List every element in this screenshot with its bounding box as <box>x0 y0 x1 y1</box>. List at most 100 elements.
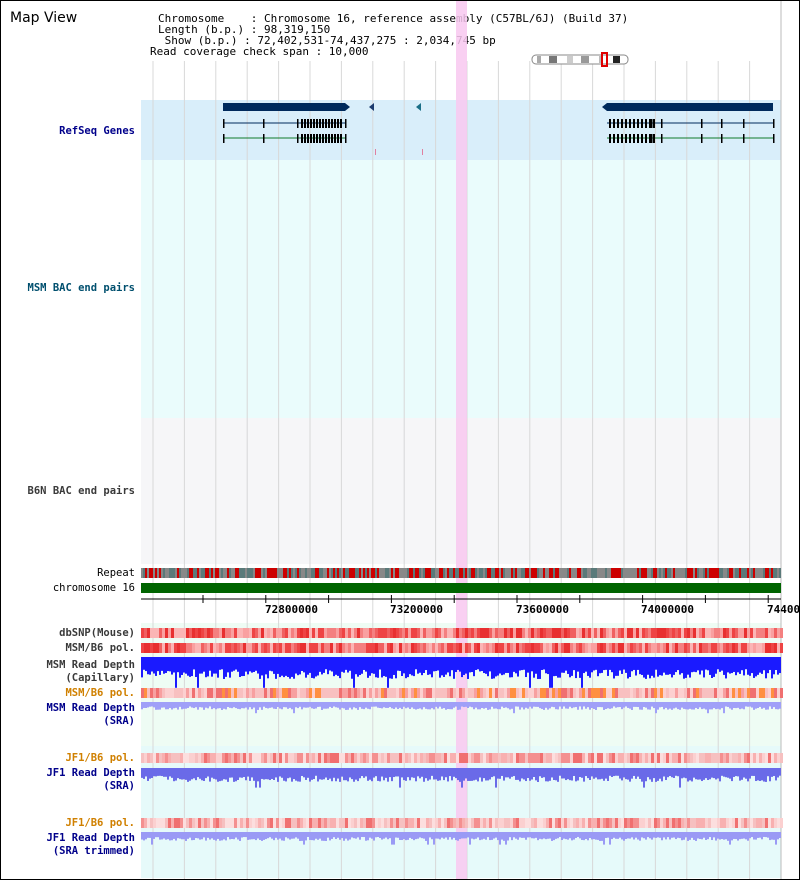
jf1-pol2-heat <box>249 818 252 828</box>
msm-pol-heat <box>618 643 621 653</box>
jf1-trim-depth <box>615 832 617 839</box>
repeat-mark <box>745 568 747 578</box>
gene-block <box>223 103 345 111</box>
jf1-pol-heat <box>450 753 453 763</box>
dbsnp-heat <box>450 628 453 638</box>
msm-sra-depth <box>187 702 189 708</box>
msm-cap-depth <box>467 657 469 679</box>
jf1-sra-depth <box>643 768 645 788</box>
jf1-sra-depth <box>719 768 721 782</box>
refseq-genes-label[interactable]: RefSeq Genes <box>59 125 135 137</box>
repeat-mark <box>483 568 485 578</box>
jf1-pol-heat <box>432 753 435 763</box>
repeat-mark <box>375 568 377 578</box>
jf1-trim-depth <box>399 832 401 840</box>
jf1-sra-depth <box>685 768 687 779</box>
msm-b6-pol-2-label[interactable]: MSM/B6 pol. <box>65 687 135 699</box>
jf1-trim-depth <box>187 832 189 839</box>
msm-read-depth-sra-label[interactable]: MSM Read Depth <box>46 702 135 714</box>
repeat-mark <box>439 568 441 578</box>
repeat-mark <box>249 568 251 578</box>
jf1-read-depth-trim-label[interactable]: JF1 Read Depth <box>46 832 135 844</box>
dbsnp-heat <box>663 628 666 638</box>
jf1-trim-depth <box>379 832 381 838</box>
repeat-mark <box>741 568 743 578</box>
msm-pol2-heat <box>183 688 186 698</box>
msm-pol2-heat <box>606 688 609 698</box>
msm-read-depth-cap-label[interactable]: MSM Read Depth <box>46 659 135 671</box>
jf1-trim-depth <box>619 832 621 838</box>
dbsnp-heat <box>720 628 723 638</box>
msm-cap-depth <box>497 657 499 676</box>
jf1-sra-depth <box>751 768 753 776</box>
msm-pol2-heat <box>444 688 447 698</box>
msm-pol-heat <box>672 643 675 653</box>
msm-cap-depth <box>345 657 347 670</box>
msm-cap-depth <box>331 657 333 672</box>
msm-pol2-heat <box>162 688 165 698</box>
msm-sra-depth <box>309 702 311 707</box>
jf1-trim-depth <box>599 832 601 841</box>
msm-pol-heat <box>558 643 561 653</box>
msm-sra-depth <box>651 702 653 707</box>
msm-cap-depth <box>587 657 589 676</box>
jf1-pol2-heat <box>168 818 171 828</box>
repeat-mark <box>719 568 721 578</box>
jf1-pol2-heat <box>336 818 339 828</box>
jf1-trim-depth <box>485 832 487 840</box>
msm-cap-depth <box>557 657 559 678</box>
jf1-trim-depth <box>717 832 719 839</box>
jf1-pol2-heat <box>633 818 636 828</box>
msm-pol-heat <box>177 643 180 653</box>
msm-pol-heat <box>174 643 177 653</box>
msm-pol-heat <box>471 643 474 653</box>
msm-pol2-heat <box>588 688 591 698</box>
jf1-b6-pol-label[interactable]: JF1/B6 pol. <box>65 752 135 764</box>
jf1-pol-heat <box>744 753 747 763</box>
repeat-mark <box>141 568 143 578</box>
msm-pol2-heat <box>270 688 273 698</box>
exon <box>609 134 611 143</box>
b6n-bac-label[interactable]: B6N BAC end pairs <box>27 485 135 497</box>
msm-pol-heat <box>534 643 537 653</box>
jf1-pol-heat <box>531 753 534 763</box>
jf1-trim-depth <box>585 832 587 840</box>
jf1-trim-depth <box>773 832 775 840</box>
jf1-pol-heat <box>279 753 282 763</box>
jf1-sra-depth <box>487 768 489 781</box>
msm-bac-label[interactable]: MSM BAC end pairs <box>27 282 135 294</box>
msm-sra-depth <box>747 702 749 707</box>
jf1-pol-heat <box>465 753 468 763</box>
jf1-trim-depth <box>417 832 419 839</box>
msm-pol2-heat <box>555 688 558 698</box>
jf1-pol-heat <box>759 753 762 763</box>
jf1-pol2-heat <box>609 818 612 828</box>
repeat-mark <box>337 568 339 578</box>
dbsnp-label[interactable]: dbSNP(Mouse) <box>59 627 135 639</box>
jf1-pol2-heat <box>267 818 270 828</box>
repeat-mark <box>299 568 301 578</box>
jf1-sra-depth <box>411 768 413 778</box>
jf1-pol2-heat <box>399 818 402 828</box>
jf1-b6-pol-2-label[interactable]: JF1/B6 pol. <box>65 817 135 829</box>
dbsnp-heat <box>558 628 561 638</box>
msm-cap-depth <box>481 657 483 672</box>
jf1-read-depth-sra-label[interactable]: JF1 Read Depth <box>46 767 135 779</box>
exon <box>661 119 663 128</box>
jf1-sra-depth <box>519 768 521 782</box>
repeat-mark <box>695 568 697 578</box>
msm-cap-depth <box>613 657 615 679</box>
jf1-pol-heat <box>642 753 645 763</box>
jf1-pol2-heat <box>528 818 531 828</box>
jf1-sra-depth <box>179 768 181 780</box>
repeat-mark <box>151 568 153 578</box>
msm-sra-depth <box>537 702 539 707</box>
msm-sra-depth <box>235 702 237 709</box>
msm-b6-pol-label[interactable]: MSM/B6 pol. <box>65 642 135 654</box>
jf1-sra-depth <box>581 768 583 778</box>
msm-sra-depth <box>391 702 393 709</box>
jf1-sra-depth <box>771 768 773 777</box>
jf1-trim-depth <box>267 832 269 839</box>
jf1-pol-heat <box>207 753 210 763</box>
